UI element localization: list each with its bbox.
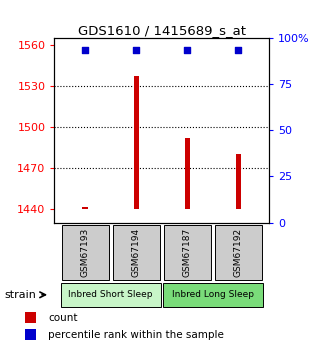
Bar xyxy=(25,312,36,323)
Bar xyxy=(164,225,211,280)
Text: strain: strain xyxy=(4,290,36,300)
Bar xyxy=(163,283,263,307)
Text: count: count xyxy=(48,313,78,323)
Bar xyxy=(113,225,160,280)
Point xyxy=(133,47,139,52)
Bar xyxy=(236,154,241,209)
Title: GDS1610 / 1415689_s_at: GDS1610 / 1415689_s_at xyxy=(78,24,246,37)
Text: GSM67193: GSM67193 xyxy=(81,228,90,277)
Text: GSM67187: GSM67187 xyxy=(183,228,192,277)
Bar xyxy=(185,138,190,209)
Bar xyxy=(60,283,161,307)
Point xyxy=(83,47,88,52)
Bar xyxy=(215,225,262,280)
Bar xyxy=(25,329,36,340)
Bar xyxy=(83,207,88,209)
Point xyxy=(236,47,241,52)
Text: percentile rank within the sample: percentile rank within the sample xyxy=(48,330,224,340)
Text: Inbred Short Sleep: Inbred Short Sleep xyxy=(68,290,153,299)
Text: GSM67194: GSM67194 xyxy=(132,228,140,277)
Text: GSM67192: GSM67192 xyxy=(234,228,243,277)
Bar xyxy=(133,76,139,209)
Bar xyxy=(61,225,108,280)
Point xyxy=(185,47,190,52)
Text: Inbred Long Sleep: Inbred Long Sleep xyxy=(172,290,254,299)
